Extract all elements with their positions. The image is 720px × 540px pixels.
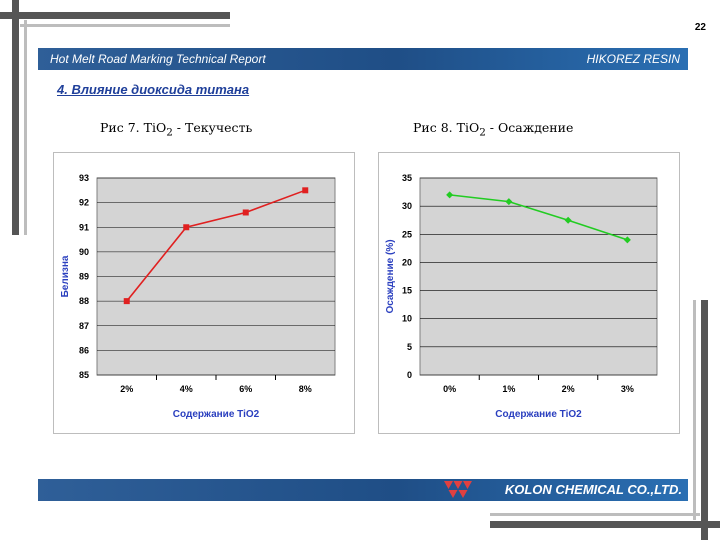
series-line: [126, 189, 306, 302]
data-point: [302, 187, 309, 194]
y-tick-label: 35: [402, 173, 412, 183]
y-tick-label: 89: [79, 272, 89, 282]
y-tick-label: 86: [79, 345, 89, 355]
x-tick-label: 6%: [239, 384, 252, 394]
y-tick-label: 5: [407, 342, 412, 352]
page-number: 22: [694, 22, 706, 33]
caption-suffix: - Осаждение: [485, 120, 574, 135]
frame-deco-right-light: [693, 300, 696, 520]
y-tick-label: 85: [79, 370, 89, 380]
data-point: [242, 209, 249, 216]
frame-deco-left-light: [24, 20, 27, 235]
data-point: [123, 298, 130, 305]
x-tick-label: 2%: [562, 384, 575, 394]
y-tick-label: 30: [402, 201, 412, 211]
frame-deco-left: [12, 0, 19, 235]
figure-7-caption: Рис 7. TiO2 - Текучесть: [100, 120, 252, 139]
report-title: Hot Melt Road Marking Technical Report: [50, 52, 266, 66]
chart-whiteness-svg: 93 92 91 90 89 88 87 86 85 2% 4% 6% 8% Содержание TiO…: [60, 173, 336, 420]
y-axis-label: Белизна: [60, 255, 71, 297]
data-point: [623, 236, 631, 244]
chart-whiteness: 93 92 91 90 89 88 87 86 85 2% 4% 6% 8% Содержание TiO…: [53, 152, 355, 434]
company-name: KOLON CHEMICAL CO.,LTD.: [504, 482, 682, 497]
caption-suffix: - Текучесть: [172, 120, 253, 135]
y-tick-label: 15: [402, 286, 412, 296]
y-tick-label: 92: [79, 198, 89, 208]
y-tick-label: 20: [402, 257, 412, 267]
x-tick-label: 1%: [502, 384, 515, 394]
data-point: [505, 198, 513, 206]
data-point: [446, 191, 454, 199]
footer-bar: KOLON CHEMICAL CO.,LTD.: [38, 479, 688, 501]
x-axis-label: Содержание TiO2: [173, 409, 260, 420]
frame-deco-right: [701, 300, 708, 540]
data-point: [564, 216, 572, 224]
x-tick-label: 0%: [443, 384, 456, 394]
header-bar: Hot Melt Road Marking Technical Report H…: [38, 48, 688, 70]
caption-prefix: Рис 8. TiO: [413, 120, 480, 135]
y-tick-label: 91: [79, 222, 89, 232]
x-axis-label: Содержание TiO2: [495, 409, 582, 420]
x-tick-label: 8%: [299, 384, 312, 394]
y-axis-label: Осаждение (%): [385, 239, 396, 313]
plot-area: [419, 177, 658, 376]
caption-subscript: 2: [479, 126, 486, 139]
x-tick-label: 2%: [120, 384, 133, 394]
y-tick-label: 0: [407, 370, 412, 380]
caption-subscript: 2: [166, 126, 173, 139]
chart-settling-svg: 35 30 25 20 15 10 5 0 0% 1% 2% 3% Содержание TiO2 Оса…: [385, 173, 658, 420]
y-tick-label: 25: [402, 229, 412, 239]
y-tick-label: 10: [402, 314, 412, 324]
frame-deco-top-light: [20, 24, 230, 27]
frame-deco-bottom-light: [490, 513, 700, 516]
frame-deco-top-left: [0, 12, 230, 19]
x-tick-label: 4%: [180, 384, 193, 394]
brand-name: HIKOREZ RESIN: [586, 52, 680, 66]
caption-prefix: Рис 7. TiO: [100, 120, 167, 135]
x-tick-label: 3%: [621, 384, 634, 394]
y-tick-label: 90: [79, 247, 89, 257]
series-line: [449, 194, 628, 241]
y-tick-label: 93: [79, 173, 89, 183]
frame-deco-bottom-right: [490, 521, 720, 528]
figure-8-caption: Рис 8. TiO2 - Осаждение: [413, 120, 573, 139]
y-tick-label: 87: [79, 321, 89, 331]
section-title: 4. Влияние диоксида титана: [57, 82, 250, 97]
y-tick-label: 88: [79, 296, 89, 306]
kolon-logo-icon: [444, 481, 472, 498]
chart-settling: 35 30 25 20 15 10 5 0 0% 1% 2% 3% Содержание TiO2 Оса…: [378, 152, 680, 434]
data-point: [183, 224, 190, 231]
